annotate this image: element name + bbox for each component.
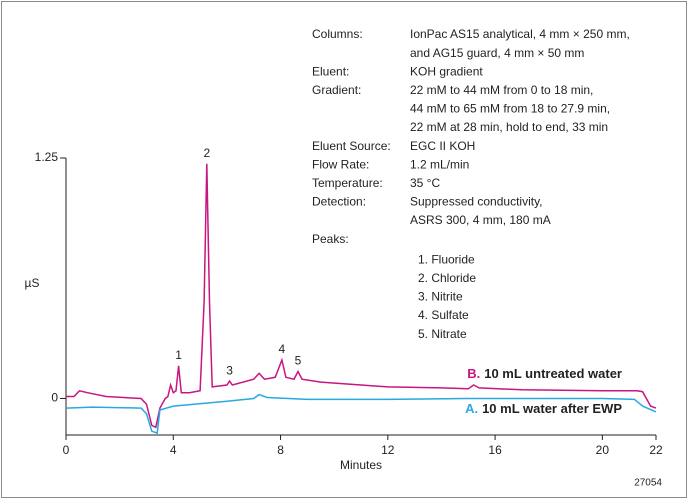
condition-label: Eluent Source: <box>312 139 391 153</box>
x-tick-label: 16 <box>488 443 502 457</box>
condition-label: Gradient: <box>312 83 361 97</box>
condition-value: ASRS 300, 4 mm, 180 mA <box>410 213 551 227</box>
legend-letter: A. <box>465 401 478 416</box>
figure-id: 27054 <box>634 478 662 489</box>
x-tick-label: 4 <box>170 443 177 457</box>
peak-label: 2 <box>203 146 210 160</box>
peak-name: 1. Fluoride <box>418 252 475 266</box>
condition-value: 1.2 mL/min <box>410 157 469 171</box>
condition-label: Flow Rate: <box>312 157 369 171</box>
legend-entry: A. 10 mL water after EWP <box>465 401 622 416</box>
peak-name: 2. Chloride <box>418 271 476 285</box>
peak-name: 5. Nitrate <box>418 327 467 341</box>
condition-value: Suppressed conductivity, <box>410 195 543 209</box>
condition-value: KOH gradient <box>410 64 483 78</box>
condition-label: Detection: <box>312 195 366 209</box>
y-axis-label: µS <box>25 276 40 290</box>
peak-name: 3. Nitrite <box>418 290 463 304</box>
x-tick-label: 0 <box>63 443 70 457</box>
condition-value: 22 mM to 44 mM from 0 to 18 min, <box>410 83 593 97</box>
condition-label: Columns: <box>312 27 363 41</box>
peak-label: 3 <box>226 363 233 377</box>
y-tick-label: 0 <box>51 391 58 405</box>
peak-name: 4. Sulfate <box>418 308 469 322</box>
series-line <box>65 393 657 435</box>
condition-label: Peaks: <box>312 232 349 246</box>
x-tick-label: 8 <box>277 443 284 457</box>
x-tick-label: 12 <box>381 443 395 457</box>
legend-name: 10 mL untreated water <box>484 366 622 381</box>
legend-entry: B. 10 mL untreated water <box>467 366 622 381</box>
condition-value: IonPac AS15 analytical, 4 mm × 250 mm, <box>410 27 630 41</box>
condition-label: Temperature: <box>312 176 383 190</box>
peak-label: 5 <box>295 354 302 368</box>
condition-value: 35 °C <box>410 176 440 190</box>
legend-name: 10 mL water after EWP <box>482 401 622 416</box>
x-tick-label: 22 <box>649 443 663 457</box>
condition-label: Eluent: <box>312 64 349 78</box>
condition-value: and AG15 guard, 4 mm × 50 mm <box>410 46 584 60</box>
condition-value: 22 mM at 28 min, hold to end, 33 min <box>410 120 608 134</box>
y-tick-label: 1.25 <box>35 150 59 164</box>
series-line <box>66 163 657 429</box>
legend-letter: B. <box>467 366 480 381</box>
x-tick-label: 20 <box>596 443 610 457</box>
peak-label: 4 <box>279 342 286 356</box>
condition-value: 44 mM to 65 mM from 18 to 27.9 min, <box>410 102 610 116</box>
x-axis-label: Minutes <box>340 458 382 472</box>
peak-label: 1 <box>175 348 182 362</box>
condition-value: EGC II KOH <box>410 139 475 153</box>
